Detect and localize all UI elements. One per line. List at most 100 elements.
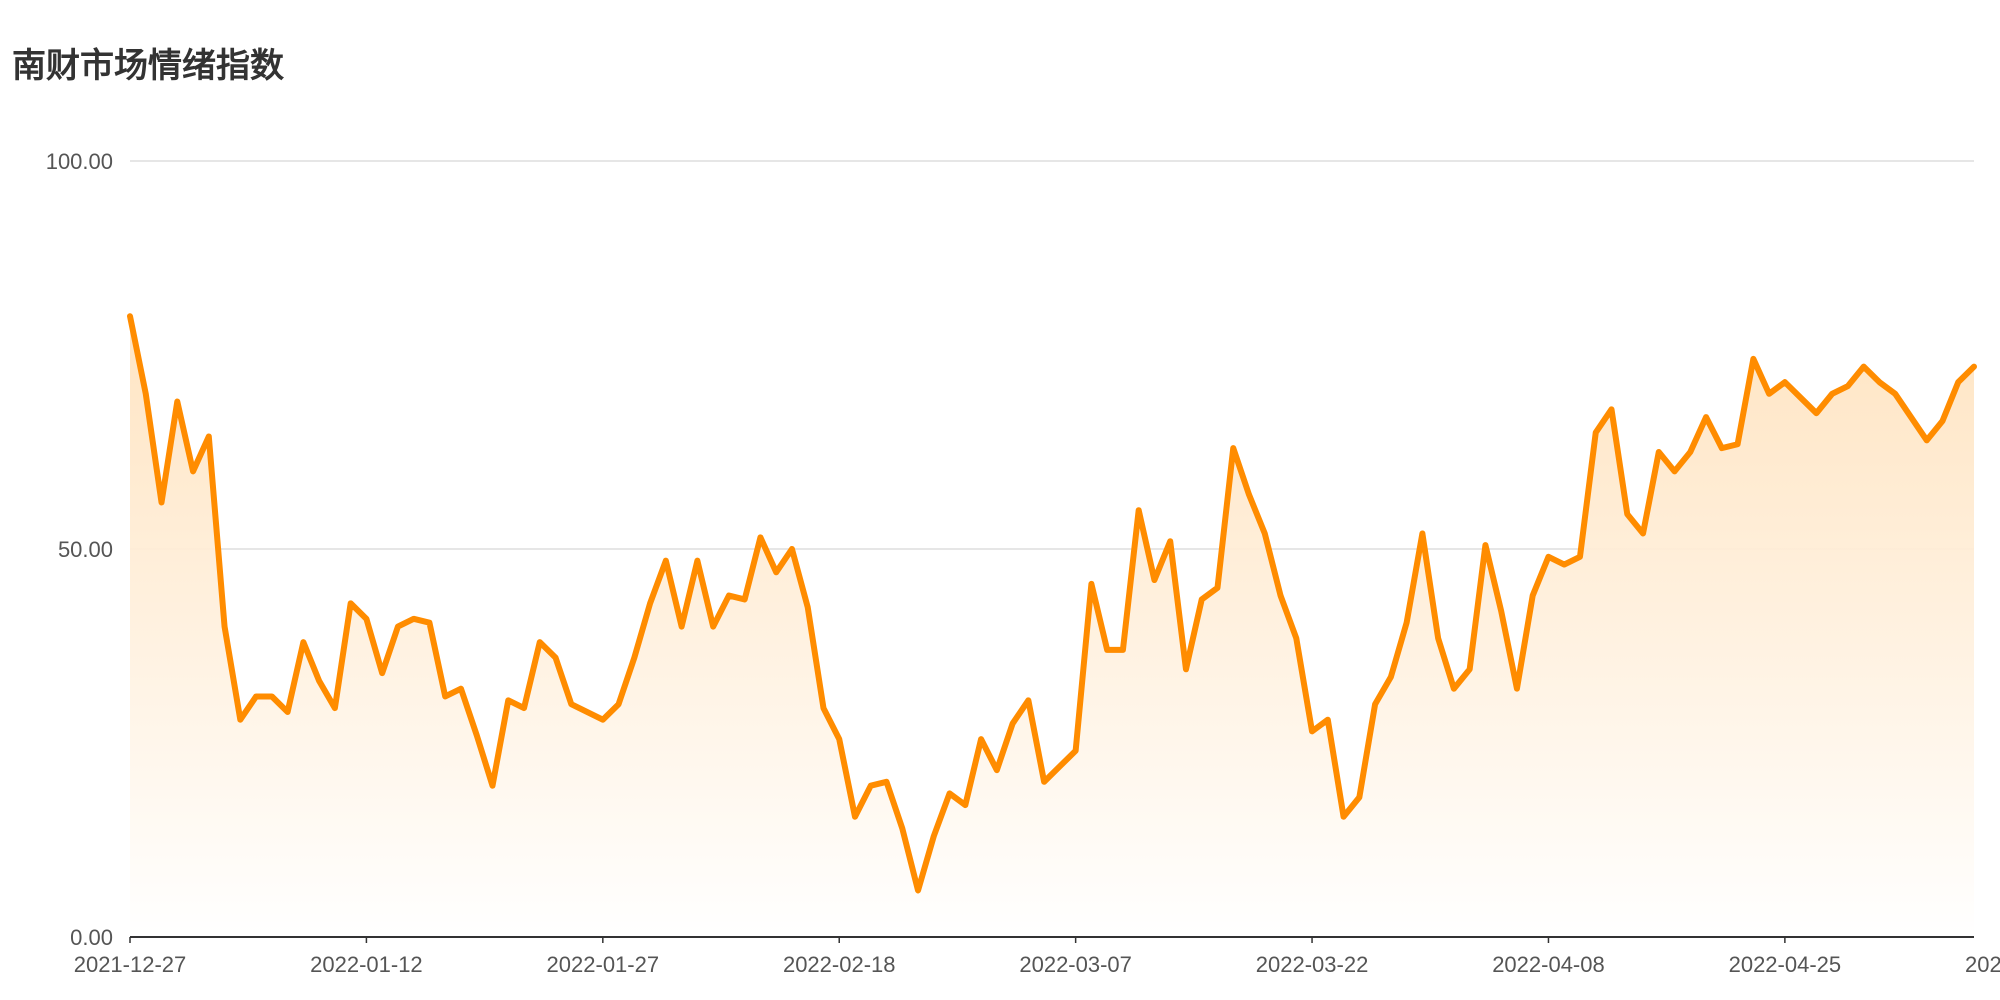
data-point bbox=[805, 604, 811, 610]
x-tick-label: 2022-03-22 bbox=[1256, 952, 1369, 977]
data-point bbox=[1151, 577, 1157, 583]
data-point bbox=[1640, 530, 1646, 536]
data-point bbox=[1955, 379, 1961, 385]
data-point bbox=[1530, 593, 1536, 599]
series-area bbox=[130, 316, 1974, 937]
data-point bbox=[931, 833, 937, 839]
data-point bbox=[1735, 441, 1741, 447]
data-point bbox=[1467, 666, 1473, 672]
data-point bbox=[1230, 445, 1236, 451]
data-point bbox=[616, 701, 622, 707]
data-point bbox=[1829, 391, 1835, 397]
data-point bbox=[1876, 379, 1882, 385]
x-axis-ticks: 2021-12-27 2022-01-12 2022-01-27 2022-02-18… bbox=[74, 937, 2000, 977]
data-point bbox=[1025, 697, 1031, 703]
data-point bbox=[1356, 794, 1362, 800]
data-point bbox=[1861, 364, 1867, 370]
data-point bbox=[127, 313, 133, 319]
data-point bbox=[190, 468, 196, 474]
data-point bbox=[1057, 763, 1063, 769]
data-point bbox=[1482, 542, 1488, 548]
data-point bbox=[710, 624, 716, 630]
x-tick-label: 2022-04-08 bbox=[1492, 952, 1605, 977]
data-point bbox=[426, 620, 432, 626]
data-point bbox=[884, 779, 890, 785]
data-point bbox=[947, 790, 953, 796]
data-point bbox=[1372, 701, 1378, 707]
data-point bbox=[1451, 686, 1457, 692]
x-tick-label: 2021-12-27 bbox=[74, 952, 187, 977]
data-point bbox=[348, 600, 354, 606]
data-point bbox=[694, 558, 700, 564]
data-point bbox=[1167, 538, 1173, 544]
data-point bbox=[206, 433, 212, 439]
data-point bbox=[1498, 608, 1504, 614]
data-point bbox=[537, 639, 543, 645]
data-point bbox=[647, 600, 653, 606]
data-points bbox=[127, 313, 1977, 893]
data-point bbox=[474, 732, 480, 738]
data-point bbox=[1813, 410, 1819, 416]
data-point bbox=[1782, 379, 1788, 385]
data-point bbox=[1624, 511, 1630, 517]
x-tick-label: 2022-03-07 bbox=[1019, 952, 1132, 977]
data-point bbox=[820, 705, 826, 711]
data-point bbox=[1750, 356, 1756, 362]
data-point bbox=[1136, 507, 1142, 513]
data-point bbox=[332, 705, 338, 711]
x-tick-label: 2022-02-18 bbox=[783, 952, 896, 977]
data-point bbox=[568, 701, 574, 707]
data-point bbox=[1199, 596, 1205, 602]
data-point bbox=[363, 616, 369, 622]
y-tick-label: 100.00 bbox=[46, 149, 113, 174]
data-point bbox=[836, 736, 842, 742]
data-point bbox=[1719, 445, 1725, 451]
data-point bbox=[742, 596, 748, 602]
data-point bbox=[505, 697, 511, 703]
data-point bbox=[852, 814, 858, 820]
data-point bbox=[1325, 717, 1331, 723]
data-point bbox=[1419, 530, 1425, 536]
data-point bbox=[222, 624, 228, 630]
data-point bbox=[868, 783, 874, 789]
data-point bbox=[1293, 635, 1299, 641]
data-point bbox=[379, 670, 385, 676]
data-point bbox=[1593, 430, 1599, 436]
data-point bbox=[1609, 406, 1615, 412]
data-point bbox=[1672, 468, 1678, 474]
data-point bbox=[395, 624, 401, 630]
x-tick-label: 2022-05-13 bbox=[1965, 952, 2000, 977]
data-point bbox=[1577, 554, 1583, 560]
data-point bbox=[1545, 554, 1551, 560]
data-point bbox=[159, 499, 165, 505]
data-point bbox=[1892, 391, 1898, 397]
data-point bbox=[584, 709, 590, 715]
data-point bbox=[253, 693, 259, 699]
data-point bbox=[1845, 383, 1851, 389]
data-point bbox=[1939, 418, 1945, 424]
data-point bbox=[1561, 562, 1567, 568]
data-point bbox=[1924, 437, 1930, 443]
data-point bbox=[553, 655, 559, 661]
data-point bbox=[1766, 391, 1772, 397]
data-point bbox=[1703, 414, 1709, 420]
data-point bbox=[1309, 728, 1315, 734]
data-point bbox=[269, 693, 275, 699]
data-point bbox=[1278, 593, 1284, 599]
data-point bbox=[962, 802, 968, 808]
data-point bbox=[1435, 635, 1441, 641]
x-tick-label: 2022-01-12 bbox=[310, 952, 423, 977]
data-point bbox=[411, 616, 417, 622]
data-point bbox=[1041, 779, 1047, 785]
chart-title: 南财市场情绪指数 bbox=[12, 46, 284, 86]
data-point bbox=[1908, 414, 1914, 420]
data-point bbox=[237, 717, 243, 723]
data-point bbox=[1104, 647, 1110, 653]
data-point bbox=[143, 391, 149, 397]
data-point bbox=[300, 639, 306, 645]
data-point bbox=[1246, 492, 1252, 498]
data-point bbox=[1798, 395, 1804, 401]
y-tick-label: 50.00 bbox=[58, 537, 113, 562]
data-point bbox=[1971, 364, 1977, 370]
